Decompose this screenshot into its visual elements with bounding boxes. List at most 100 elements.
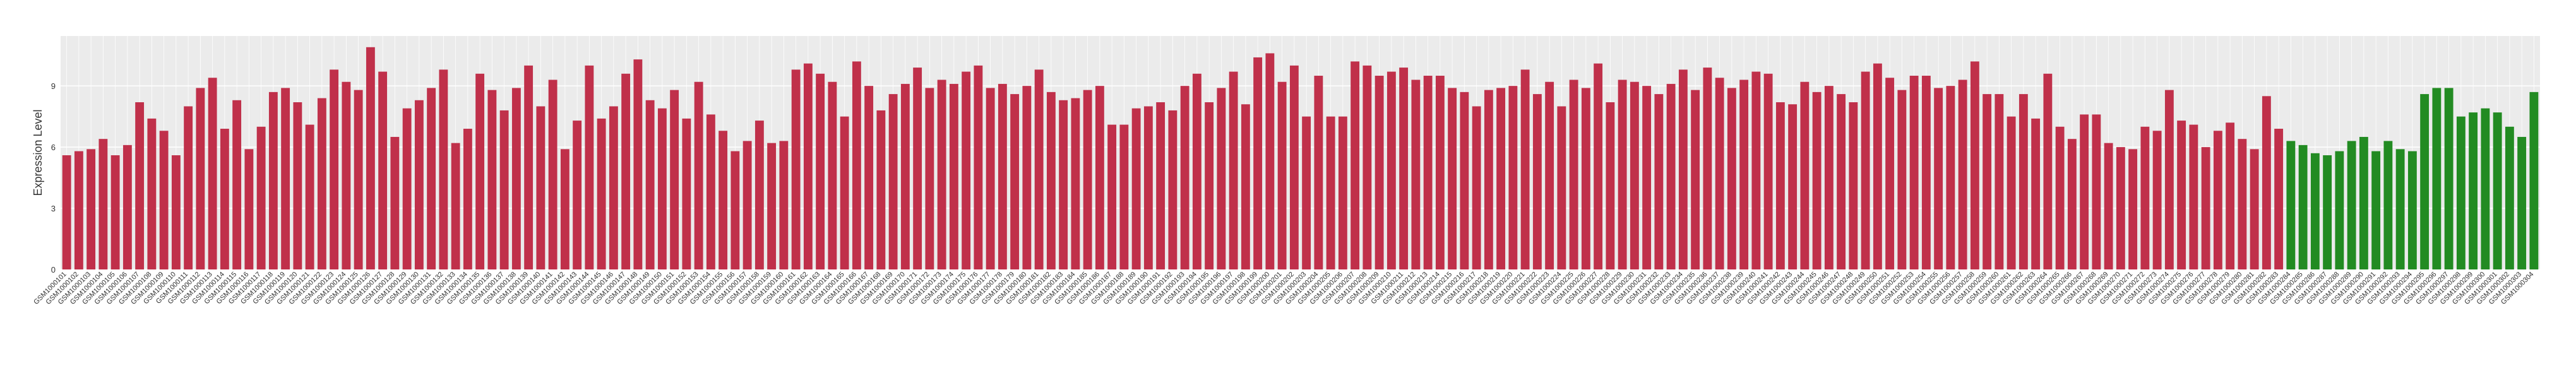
bar [536,106,546,269]
bar [1606,102,1615,269]
bar [1119,124,1129,269]
bar [816,73,825,269]
bar [62,155,71,269]
bar [1861,71,1870,269]
bar [171,155,181,269]
bar [633,59,643,270]
bar [682,118,691,269]
bar [2505,126,2514,269]
bar [2104,143,2113,269]
bar [1496,88,1506,270]
bar [2481,108,2490,269]
bar [330,69,339,269]
bar [317,98,326,269]
bar [2529,92,2539,269]
bar [427,88,436,270]
bar [925,88,934,270]
bar [1326,116,1335,269]
bar [1545,81,1554,269]
bar [2298,145,2308,269]
bar [1837,94,1846,269]
bar [2432,88,2442,270]
bar [1824,86,1834,270]
bar [1386,71,1396,269]
bar [293,102,302,269]
bar [742,141,752,269]
bar [1934,88,1943,270]
bar [779,141,789,269]
y-tick-label: 3 [51,204,56,213]
bar [354,90,363,270]
bar [645,100,655,269]
bar [1302,116,1311,269]
bar [1338,116,1347,269]
bar [390,136,400,269]
bar [1775,102,1785,269]
bar [937,80,946,269]
bar [196,88,205,270]
plot-background [61,36,2540,269]
bar [1666,83,1676,270]
bar [1800,81,1810,269]
bar [256,126,266,269]
bar [1788,104,1798,269]
bar [86,149,96,269]
bar [2092,114,2101,269]
bar [1095,86,1104,270]
bar [1909,76,1919,270]
bar [719,131,728,269]
bar [2286,141,2296,269]
bar [949,83,958,270]
y-axis-label: Expression Level [32,109,44,196]
bar [1630,81,1639,269]
bar [1472,106,1481,269]
bar [1739,80,1749,269]
bar [159,131,169,269]
bar [2250,149,2259,269]
bar [1411,80,1421,269]
bar [1642,86,1652,270]
bar [657,108,667,269]
bar [184,106,193,269]
bar [2347,141,2356,269]
bar [2407,151,2417,269]
bar [414,100,424,269]
bar [366,47,375,270]
bar [268,92,278,269]
bar [1508,86,1518,270]
bar [2043,73,2053,269]
bar [828,81,837,269]
bar [1229,71,1238,269]
bar [1763,73,1773,269]
bar [451,143,460,269]
bar [122,145,132,269]
bar [499,110,509,269]
bar [2018,94,2028,269]
bar [2395,149,2405,269]
bar [2323,155,2332,269]
bar [1059,100,1068,269]
bar [1983,94,1992,269]
bar [1374,76,1384,270]
bar [597,118,606,269]
bar [1594,63,1603,269]
bar [1618,80,1627,269]
bar [147,118,157,269]
bar [2335,151,2344,269]
bar [2371,151,2381,269]
bar [754,121,764,269]
bar [706,114,715,269]
bar [1897,90,1907,270]
bar [2274,129,2284,269]
bar [730,151,740,269]
bar [913,68,922,269]
bar [2055,126,2065,269]
bar [2164,90,2174,270]
y-tick-label: 6 [51,143,56,152]
bar [1180,86,1190,270]
bar [548,80,558,269]
bar [1192,73,1202,269]
bar [1569,80,1578,269]
bar [2140,126,2150,269]
